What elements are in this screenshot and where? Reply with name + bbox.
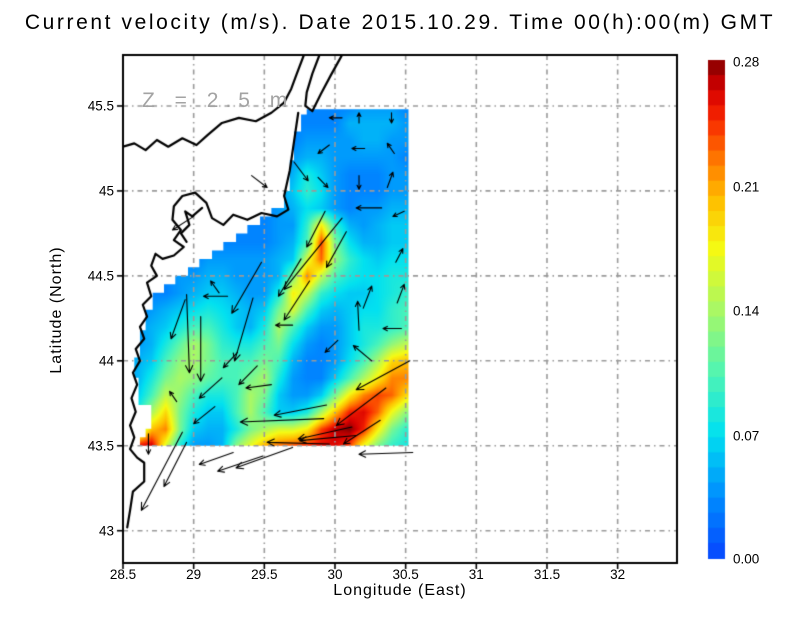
chart-title: Current velocity (m/s). Date 2015.10.29.… (24, 11, 776, 34)
x-axis-label: Longitude (East) (333, 582, 467, 599)
colorbar-tick-label: 0.07 (733, 428, 760, 443)
x-tick-label: 31 (468, 567, 484, 582)
y-axis-label: Latitude (North) (48, 246, 65, 374)
x-tick-label: 30.5 (392, 567, 419, 582)
y-tick-label: 43.5 (87, 438, 114, 454)
x-tick-label: 32 (610, 567, 626, 582)
y-tick-label: 43 (98, 523, 114, 539)
x-tick-label: 28.5 (109, 567, 137, 582)
y-tick-label: 45 (98, 183, 114, 199)
x-tick-label: 30 (327, 567, 343, 582)
depth-annotation: Z = 2.5 m (142, 89, 295, 112)
colorbar-tick-label: 0.14 (733, 303, 760, 319)
y-tick-label: 45.5 (87, 98, 114, 114)
colorbar-tick-label: 0.28 (733, 54, 760, 70)
y-tick-label: 44 (98, 353, 114, 369)
y-tick-label: 44.5 (87, 268, 114, 284)
x-tick-label: 29 (186, 567, 202, 582)
colorbar-tick-label: 0.21 (733, 179, 760, 194)
colorbar-tick-label: 0.00 (733, 551, 760, 567)
x-tick-label: 31.5 (533, 567, 561, 582)
x-tick-label: 29.5 (251, 567, 278, 582)
